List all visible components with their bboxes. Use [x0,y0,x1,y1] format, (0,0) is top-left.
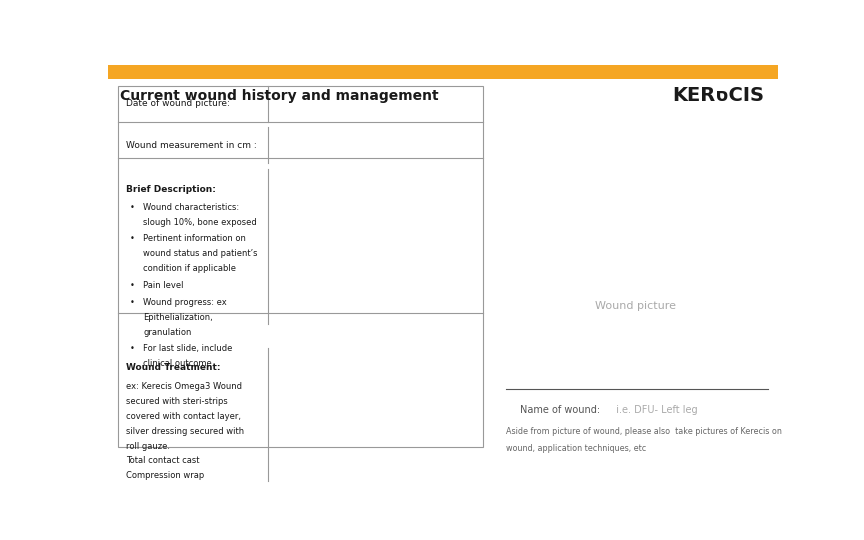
Text: Wound Treatment:: Wound Treatment: [126,363,220,373]
Text: covered with contact layer,: covered with contact layer, [126,411,241,421]
Text: Wound picture: Wound picture [594,301,676,311]
Text: wound, application techniques, etc: wound, application techniques, etc [506,444,646,453]
Text: roll gauze.: roll gauze. [126,442,170,450]
Text: Wound measurement in cm :: Wound measurement in cm : [126,141,257,150]
Text: slough 10%, bone exposed: slough 10%, bone exposed [143,218,257,227]
Text: Epithelialization,: Epithelialization, [143,313,213,322]
Text: secured with steri-strips: secured with steri-strips [126,396,228,406]
Bar [108,65,778,79]
Text: wound status and patient’s: wound status and patient’s [143,249,258,259]
Text: For last slide, include: For last slide, include [143,344,233,353]
Text: Date of wound picture:: Date of wound picture: [126,99,230,108]
Text: Aside from picture of wound, please also  take pictures of Kerecis on: Aside from picture of wound, please also… [506,427,782,436]
Text: Pertinent information on: Pertinent information on [143,234,246,244]
Text: silver dressing secured with: silver dressing secured with [126,427,245,436]
Text: Pain level: Pain level [143,281,184,290]
Bar [118,85,483,447]
Text: Name of wound:: Name of wound: [520,405,600,415]
Text: •: • [130,281,135,290]
Text: Current wound history and management: Current wound history and management [120,89,439,103]
Text: Total contact cast: Total contact cast [126,456,200,465]
Text: clinical outcome: clinical outcome [143,359,213,368]
Text: condition if applicable: condition if applicable [143,265,237,273]
Text: Wound progress: ex: Wound progress: ex [143,298,227,307]
Text: •: • [130,203,135,212]
Text: KERסCIS: KERסCIS [672,86,764,105]
Text: •: • [130,344,135,353]
Text: Compression wrap: Compression wrap [126,471,204,481]
Text: Brief Description:: Brief Description: [126,185,216,193]
Text: Wound characteristics:: Wound characteristics: [143,203,239,212]
Text: granulation: granulation [143,328,192,336]
Text: •: • [130,234,135,244]
Text: •: • [130,298,135,307]
Text: i.e. DFU- Left leg: i.e. DFU- Left leg [610,405,698,415]
Text: ex: Kerecis Omega3 Wound: ex: Kerecis Omega3 Wound [126,382,242,390]
